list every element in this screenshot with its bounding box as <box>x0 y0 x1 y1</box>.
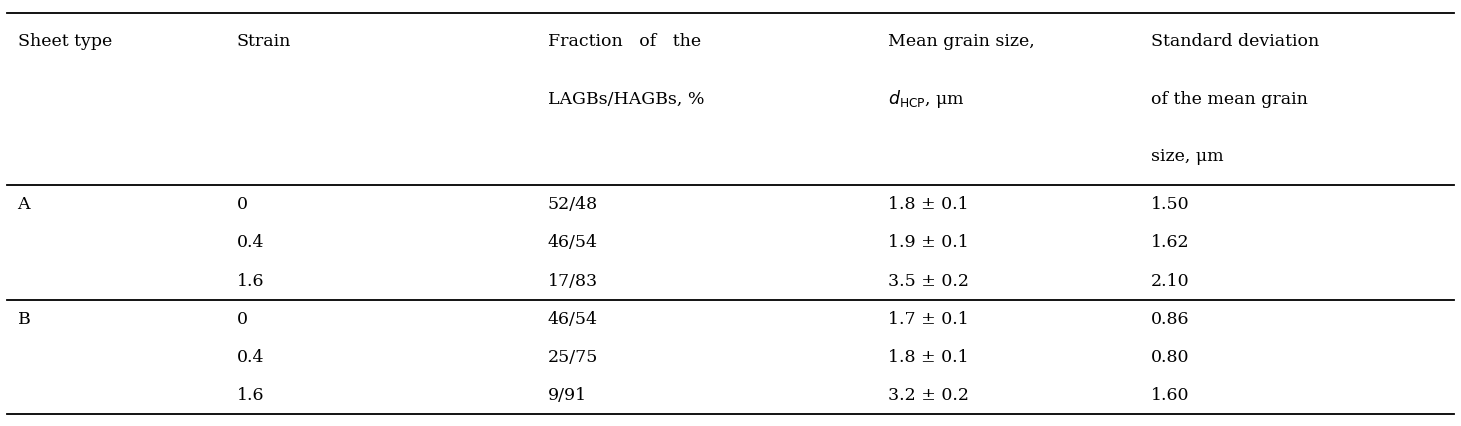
Text: 1.8 ± 0.1: 1.8 ± 0.1 <box>888 196 969 213</box>
Text: 0.86: 0.86 <box>1151 311 1189 328</box>
Text: 1.7 ± 0.1: 1.7 ± 0.1 <box>888 311 969 328</box>
Text: 1.6: 1.6 <box>237 273 264 290</box>
Text: 52/48: 52/48 <box>548 196 598 213</box>
Text: LAGBs/HAGBs, %: LAGBs/HAGBs, % <box>548 91 704 107</box>
Text: size, μm: size, μm <box>1151 148 1224 165</box>
Text: 9/91: 9/91 <box>548 387 587 403</box>
Text: Strain: Strain <box>237 33 291 50</box>
Text: 0.4: 0.4 <box>237 234 264 251</box>
Text: 1.60: 1.60 <box>1151 387 1189 403</box>
Text: 3.5 ± 0.2: 3.5 ± 0.2 <box>888 273 969 290</box>
Text: 17/83: 17/83 <box>548 273 598 290</box>
Text: of the mean grain: of the mean grain <box>1151 91 1308 107</box>
Text: 0.4: 0.4 <box>237 349 264 366</box>
Text: 1.9 ± 0.1: 1.9 ± 0.1 <box>888 234 969 251</box>
Text: Sheet type: Sheet type <box>18 33 112 50</box>
Text: Standard deviation: Standard deviation <box>1151 33 1319 50</box>
Text: B: B <box>18 311 31 328</box>
Text: 25/75: 25/75 <box>548 349 598 366</box>
Text: 0: 0 <box>237 311 248 328</box>
Text: 1.8 ± 0.1: 1.8 ± 0.1 <box>888 349 969 366</box>
Text: 1.6: 1.6 <box>237 387 264 403</box>
Text: 46/54: 46/54 <box>548 311 598 328</box>
Text: 1.62: 1.62 <box>1151 234 1189 251</box>
Text: 1.50: 1.50 <box>1151 196 1189 213</box>
Text: $d_{\mathrm{HCP}}$, μm: $d_{\mathrm{HCP}}$, μm <box>888 88 966 110</box>
Text: A: A <box>18 196 31 213</box>
Text: 3.2 ± 0.2: 3.2 ± 0.2 <box>888 387 969 403</box>
Text: 2.10: 2.10 <box>1151 273 1189 290</box>
Text: 46/54: 46/54 <box>548 234 598 251</box>
Text: Mean grain size,: Mean grain size, <box>888 33 1034 50</box>
Text: 0.80: 0.80 <box>1151 349 1189 366</box>
Text: 0: 0 <box>237 196 248 213</box>
Text: Fraction   of   the: Fraction of the <box>548 33 701 50</box>
